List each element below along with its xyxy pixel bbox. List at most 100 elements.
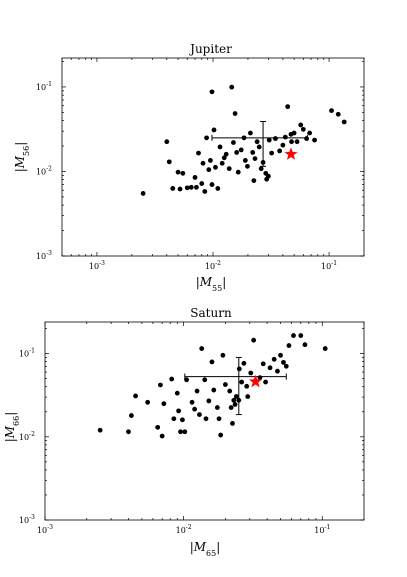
data-point [178,429,183,435]
data-point [176,408,182,414]
x-axis-ticks: 10-3 10-2 10-1 [37,322,365,535]
data-point [282,134,288,140]
jupiter-panel: Jupiter 10-3 10-2 10-1 10-310-210-1 |M55| … [13,42,365,293]
x-tick-exponent: -2 [215,260,221,267]
data-point [170,186,176,191]
data-point [245,163,250,169]
y-tick-exponent: -3 [46,250,52,257]
data-point [219,160,225,166]
x-tick-exponent: -2 [186,524,192,531]
y-axis-ticks: 10-3 10-2 10-1 [19,328,364,525]
data-point [206,398,212,404]
data-point [231,397,237,403]
data-point [281,359,286,365]
data-point [235,169,241,175]
data-point [242,158,248,163]
data-point [171,416,177,422]
data-point [129,413,134,418]
y-axis-label: |M56| [13,142,31,173]
x-tick-exponent: -1 [331,260,337,267]
data-point [161,401,167,407]
highlight-star [248,374,263,388]
chart-marks [140,84,347,196]
data-point [273,136,278,141]
data-point [184,377,189,383]
data-point [97,427,103,433]
data-point [289,139,294,145]
chart-marks [97,333,328,439]
plot-frame [44,321,365,521]
data-point [228,405,234,410]
data-point [177,186,183,192]
x-axis-label: |M55| [196,275,227,293]
data-point [216,416,222,422]
data-point [252,156,258,162]
data-point [184,185,190,191]
data-point [126,429,131,435]
data-point [250,150,256,155]
data-point [217,144,223,150]
data-point [209,182,215,187]
y-tick-label: 10-1 [19,348,35,359]
data-point [335,111,341,117]
data-point [182,429,188,435]
data-point [189,399,195,405]
data-point [341,119,347,125]
data-point [234,150,240,155]
y-tick-exponent: -2 [29,431,35,438]
data-point [133,393,138,399]
data-point [155,424,161,430]
data-point [267,365,273,371]
data-point [223,151,229,157]
data-point [294,139,300,145]
data-point [307,130,313,136]
y-tick-exponent: -3 [29,514,35,521]
data-point [275,368,280,374]
data-point [271,356,277,362]
data-point [196,150,201,156]
data-point [227,388,233,394]
x-tick-exponent: -3 [47,524,53,531]
data-point [180,417,185,423]
data-point [251,178,257,183]
y-tick-exponent: -2 [46,165,52,172]
chart-title: Saturn [190,306,232,320]
data-point [218,432,224,438]
data-point [231,140,236,145]
data-point [211,387,217,393]
data-point [199,346,205,351]
data-point [257,375,263,380]
data-point [208,158,213,163]
data-point [175,169,181,175]
data-point [158,382,163,388]
data-point [230,420,235,426]
data-point [254,139,260,145]
data-point [203,416,209,422]
data-point [312,137,317,143]
data-point [239,379,245,385]
data-point [209,359,215,365]
data-point [302,342,308,348]
data-point [194,184,199,190]
data-point [283,363,289,369]
data-point [248,370,254,376]
data-point [197,412,202,417]
data-point [278,352,283,358]
data-point [202,189,208,194]
data-point [211,127,217,133]
chart-title: Jupiter [188,42,232,56]
data-point [159,433,165,439]
x-tick-label: 10-3 [37,524,53,535]
data-point [209,89,215,95]
data-point [222,382,228,387]
data-point [192,406,198,412]
data-point [329,108,334,113]
data-point [145,399,151,405]
data-point [166,159,172,165]
x-tick-label: 10-2 [205,260,221,271]
data-point [215,186,221,191]
data-point [204,135,209,141]
data-point [140,191,146,196]
data-point [298,333,304,338]
